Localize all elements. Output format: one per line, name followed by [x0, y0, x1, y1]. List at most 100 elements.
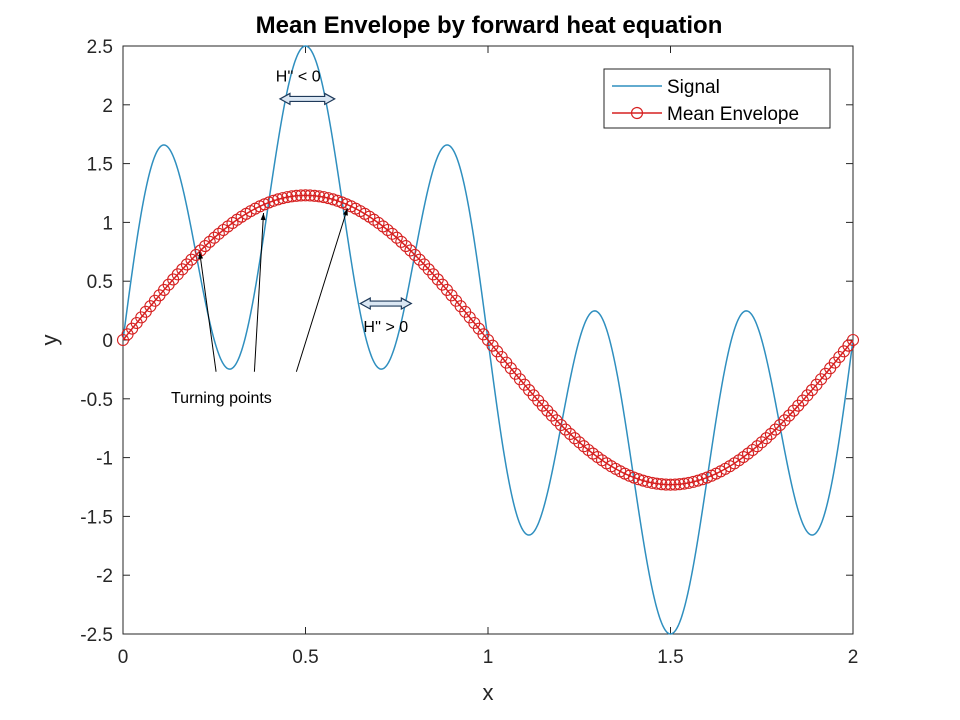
- mean-envelope-marker: [755, 436, 768, 449]
- mean-envelope-marker: [180, 258, 193, 271]
- mean-envelope-marker: [299, 189, 312, 202]
- y-tick-label: -1.5: [80, 507, 113, 528]
- mean-envelope-marker: [381, 223, 394, 237]
- y-tick-label: -2: [96, 566, 113, 587]
- y-tick-label: 2: [102, 96, 113, 117]
- y-axis-label: y: [37, 335, 62, 346]
- mean-envelope-marker: [559, 423, 572, 436]
- mean-envelope-marker: [641, 475, 654, 488]
- mean-envelope-marker: [573, 436, 586, 449]
- mean-envelope-marker: [846, 333, 860, 347]
- mean-envelope-marker: [751, 440, 764, 453]
- chart-title: Mean Envelope by forward heat equation: [256, 12, 723, 39]
- legend: Signal Mean Envelope: [603, 68, 831, 129]
- x-tick-label: 1.5: [657, 647, 683, 668]
- mean-envelope-marker: [217, 223, 230, 237]
- mean-envelope-marker: [673, 478, 686, 491]
- annotation-convex-label: H'' > 0: [363, 319, 408, 336]
- series-layer: [116, 45, 860, 635]
- mean-envelope-marker: [773, 418, 787, 432]
- y-tick-label: 0.5: [87, 272, 113, 293]
- turning-point-pointer: [295, 208, 348, 372]
- mean-envelope-marker: [399, 240, 412, 253]
- x-axis-label: x: [483, 680, 494, 705]
- mean-envelope-marker: [655, 478, 668, 491]
- mean-envelope-marker: [308, 189, 321, 202]
- annotation-concave-label: H'' < 0: [276, 68, 321, 85]
- y-axis-ticks: -2.5 -2 -1.5 -1 -0.5 0 0.5 1 1.5 2 2.5: [80, 37, 853, 646]
- turning-point-arrowhead: [343, 208, 348, 216]
- mean-envelope-marker: [317, 191, 330, 204]
- x-tick-label: 1: [483, 647, 494, 668]
- mean-envelope-marker: [267, 194, 280, 207]
- y-tick-label: -2.5: [80, 625, 113, 646]
- mean-envelope-marker: [637, 474, 650, 487]
- mean-envelope-marker: [199, 240, 212, 253]
- mean-envelope-marker: [582, 443, 595, 457]
- mean-envelope-marker: [545, 409, 558, 422]
- mean-envelope-marker: [678, 477, 691, 490]
- mean-envelope-marker: [659, 478, 672, 491]
- mean-envelope-marker: [290, 189, 303, 202]
- mean-envelope-marker: [208, 231, 221, 244]
- double-arrow-convex: [359, 297, 413, 311]
- mean-envelope-marker: [646, 476, 659, 489]
- mean-envelope-marker: [778, 414, 791, 427]
- mean-envelope-marker: [294, 189, 307, 202]
- mean-envelope-marker: [682, 476, 695, 489]
- mean-envelope-marker: [185, 253, 198, 266]
- mean-envelope-marker: [554, 418, 568, 432]
- turning-point-arrowhead: [260, 212, 266, 221]
- y-tick-label: 0: [102, 331, 113, 352]
- plot-area: 0 0.5 1 1.5 2 -2.5 -2 -1.5 -1 -0.5 0 0.5 1 1.5 2 2.5 H…: [80, 37, 860, 668]
- y-tick-label: -1: [96, 449, 113, 470]
- y-tick-label: 1.5: [87, 155, 113, 176]
- y-tick-label: -0.5: [80, 390, 113, 411]
- x-tick-label: 0.5: [292, 647, 318, 668]
- mean-envelope-marker: [742, 447, 755, 460]
- mean-envelope-marker: [404, 244, 417, 257]
- x-tick-label: 2: [848, 647, 859, 668]
- mean-envelope-marker: [189, 248, 203, 262]
- mean-envelope-marker: [413, 253, 426, 266]
- mean-envelope-marker: [764, 427, 777, 440]
- mean-envelope-marker: [650, 477, 663, 490]
- mean-envelope-marker: [285, 190, 298, 203]
- legend-box: [603, 68, 831, 129]
- y-tick-label: 2.5: [87, 37, 113, 58]
- legend-label-mean-envelope: Mean Envelope: [667, 104, 799, 125]
- turning-point-arrowhead: [198, 251, 204, 260]
- mean-envelope-marker: [326, 193, 339, 206]
- annotation-layer: H'' < 0 H'' > 0 Turning points: [171, 68, 413, 407]
- mean-envelope-marker: [390, 231, 403, 244]
- mean-envelope-marker: [769, 423, 782, 436]
- annotation-turning-points-label: Turning points: [171, 390, 272, 407]
- mean-envelope-marker: [386, 227, 399, 240]
- mean-envelope-marker: [203, 235, 216, 248]
- legend-label-signal: Signal: [667, 77, 720, 98]
- mean-envelope-marker: [322, 192, 335, 205]
- mean-envelope-marker: [669, 478, 682, 491]
- mean-envelope-marker: [632, 473, 645, 486]
- mean-envelope-marker: [687, 475, 700, 488]
- mean-envelope-marker: [313, 190, 326, 203]
- mean-envelope-marker: [568, 432, 581, 445]
- series-line-mean-envelope: [122, 194, 854, 486]
- mean-envelope-marker: [577, 440, 590, 453]
- turning-point-pointer: [199, 251, 217, 372]
- turning-point-pointer: [253, 212, 265, 372]
- mean-envelope-marker: [564, 427, 577, 440]
- y-tick-label: 1: [102, 213, 113, 234]
- x-tick-label: 0: [118, 647, 129, 668]
- mean-envelope-marker: [272, 193, 285, 206]
- mean-envelope-marker: [746, 443, 759, 457]
- mean-envelope-marker: [212, 227, 225, 240]
- mean-envelope-marker: [377, 220, 390, 233]
- mean-envelope-marker: [550, 414, 563, 427]
- mean-envelope-marker: [276, 192, 289, 205]
- mean-envelope-marker: [408, 248, 422, 262]
- mean-envelope-marker: [760, 432, 773, 445]
- mean-envelope-marker: [304, 189, 317, 202]
- mean-envelope-marker: [281, 191, 294, 204]
